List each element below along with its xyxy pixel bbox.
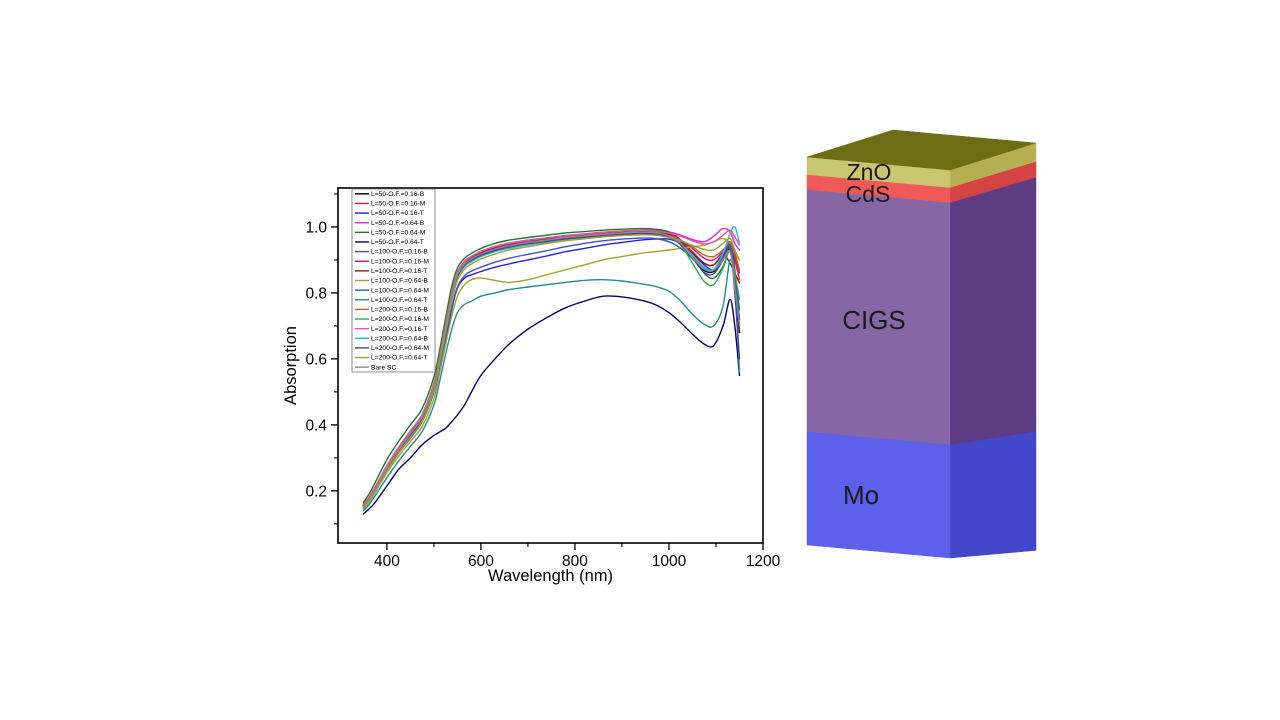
x-axis-title: Wavelength (nm): [488, 567, 613, 585]
layer-label-mo: Mo: [843, 480, 879, 510]
y-tick-label: 0.6: [305, 351, 327, 368]
y-axis-title: Absorption: [282, 326, 300, 405]
series-line: [362, 234, 741, 509]
axes-layer: 400 600 800 1000 1200 0.2 0.4 0.6 0.8 1.0: [305, 187, 781, 570]
y-tick-label: 1.0: [305, 219, 327, 236]
legend-label: L=100-O.F.=0.64-T: [371, 297, 428, 304]
legend-label: L=200-O.F.=0.16-M: [371, 316, 429, 323]
legend-label: L=50-O.F.=0.64-M: [371, 229, 426, 236]
layer-label-cigs: CIGS: [842, 305, 906, 335]
y-tick-label: 0.4: [305, 417, 327, 434]
legend-label: L=50-O.F.=0.64-B: [371, 220, 425, 227]
layer-mo-front: [806, 431, 951, 559]
legend-item: L=50-O.F.=0.64-B: [355, 220, 425, 227]
x-tick-label: 800: [562, 553, 588, 570]
layer-zno-top: [806, 129, 1037, 171]
layer-label-cds: CdS: [846, 181, 891, 207]
legend-item: L=100-O.F.=0.64-T: [355, 297, 428, 304]
legend-label: L=50-O.F.=0.64-T: [371, 239, 424, 246]
legend-item: L=100-O.F.=0.16-T: [355, 268, 428, 275]
legend-label: L=50-O.F.=0.16-M: [371, 201, 426, 208]
series-line: [362, 232, 741, 508]
legend-item: Bare SC: [355, 364, 396, 371]
legend-item: L=50-O.F.=0.64-T: [355, 239, 424, 246]
legend-label: L=100-O.F.=0.16-M: [371, 258, 429, 265]
legend-label: L=100-O.F.=0.16-B: [371, 249, 428, 256]
legend-label: L=50-O.F.=0.16-B: [371, 191, 425, 198]
series-line: [362, 258, 741, 512]
legend-item: L=100-O.F.=0.16-B: [355, 249, 428, 256]
x-tick-label: 1000: [652, 553, 687, 570]
layer-mo-side: [949, 431, 1037, 559]
legend-item: L=50-O.F.=0.16-M: [355, 201, 426, 208]
layer-cigs-side: [949, 177, 1037, 446]
plot-frame: [337, 187, 764, 544]
legend-item: L=200-O.F.=0.64-B: [355, 335, 428, 342]
legend-label: L=100-O.F.=0.64-M: [371, 287, 429, 294]
absorption-spectra-chart: 400 600 800 1000 1200 0.2 0.4 0.6 0.8 1.0 Wavelen…: [282, 187, 781, 585]
y-tick-label: 0.8: [305, 285, 327, 302]
legend-item: L=200-O.F.=0.16-B: [355, 307, 428, 314]
legend-item: L=200-O.F.=0.64-M: [355, 345, 429, 352]
legend-item: L=50-O.F.=0.16-B: [355, 191, 425, 198]
legend-item: L=200-O.F.=0.64-T: [355, 355, 428, 362]
legend-item: L=100-O.F.=0.64-M: [355, 287, 429, 294]
x-tick-label: 600: [468, 553, 494, 570]
series-line: [362, 231, 741, 507]
legend-item: L=50-O.F.=0.16-T: [355, 210, 424, 217]
legend-item: L=100-O.F.=0.64-B: [355, 278, 428, 285]
layer-label-zno: ZnO: [847, 159, 892, 185]
series-layer: [362, 225, 741, 515]
legend-label: L=200-O.F.=0.16-B: [371, 307, 428, 314]
legend-label: L=200-O.F.=0.64-T: [371, 355, 428, 362]
legend-label: L=50-O.F.=0.16-T: [371, 210, 424, 217]
chart-legend: L=50-O.F.=0.16-B L=50-O.F.=0.16-M L=50-O.F…: [351, 188, 436, 373]
legend-label: L=100-O.F.=0.64-B: [371, 278, 428, 285]
legend-item: L=50-O.F.=0.64-M: [355, 229, 426, 236]
legend-item: L=200-O.F.=0.16-M: [355, 316, 429, 323]
legend-label: L=100-O.F.=0.16-T: [371, 268, 428, 275]
series-line: [362, 295, 741, 515]
x-tick-label: 1200: [746, 553, 781, 570]
x-tick-label: 400: [374, 553, 400, 570]
legend-label: L=200-O.F.=0.64-B: [371, 335, 428, 342]
legend-label: L=200-O.F.=0.64-M: [371, 345, 429, 352]
legend-item: L=200-O.F.=0.16-T: [355, 326, 428, 333]
legend-item: L=100-O.F.=0.16-M: [355, 258, 429, 265]
legend-label: Bare SC: [371, 364, 396, 371]
series-line: [362, 229, 741, 506]
legend-label: L=200-O.F.=0.16-T: [371, 326, 428, 333]
y-tick-label: 0.2: [305, 483, 327, 500]
series-line: [362, 237, 741, 510]
